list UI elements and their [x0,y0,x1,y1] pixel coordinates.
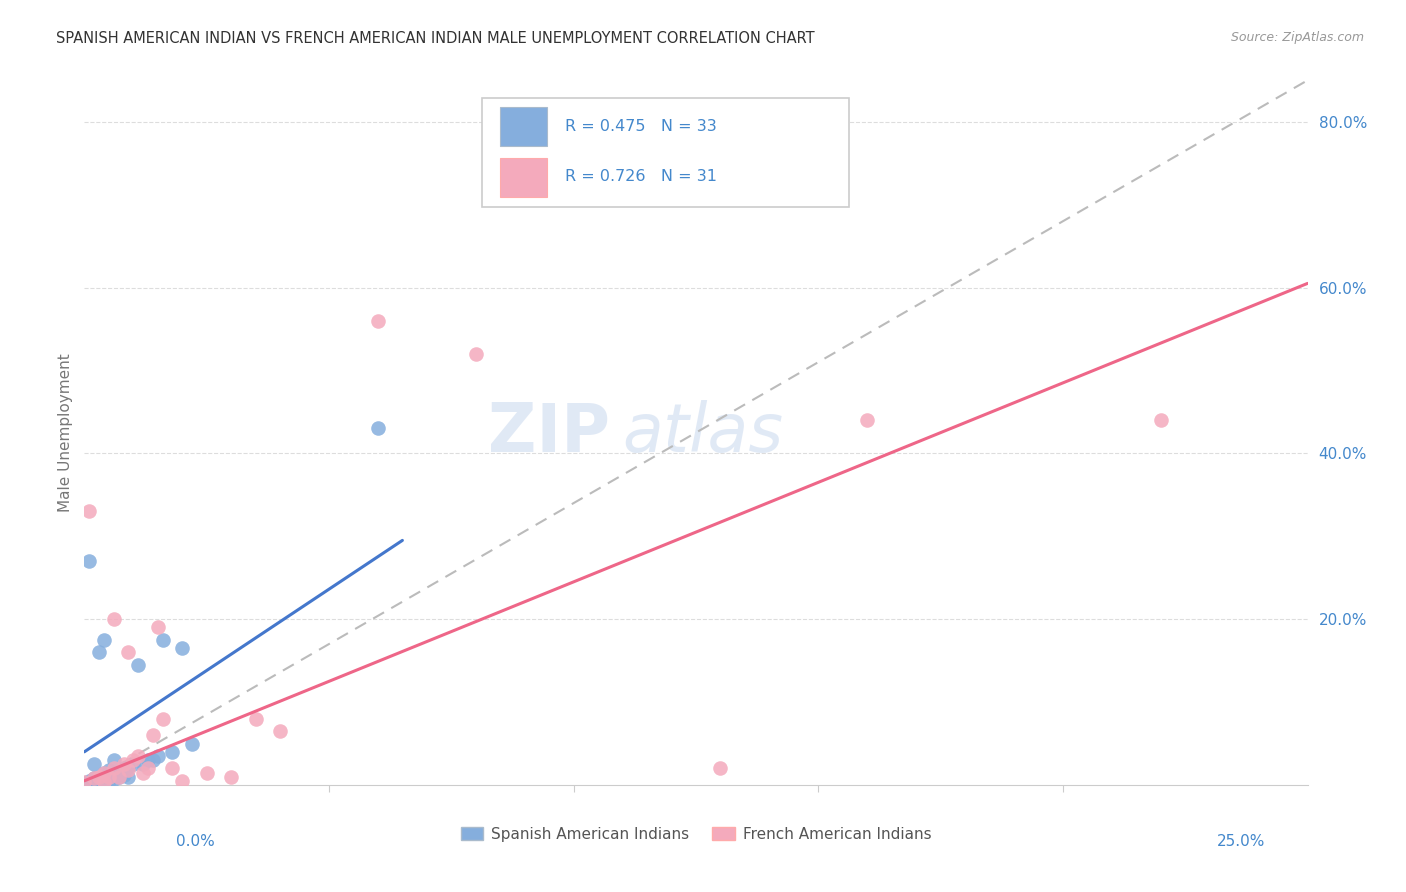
Point [152,632,174,647]
Point [245,712,267,726]
Point [127,748,149,763]
Point [132,765,155,780]
Point [107,770,129,784]
Point [103,772,125,786]
Point [464,347,486,361]
Point [77,504,100,518]
Point [162,761,184,775]
Point [269,724,291,739]
Point [93,765,115,780]
Point [77,554,100,568]
Point [77,773,100,788]
Text: atlas: atlas [623,400,783,466]
Point [117,760,139,774]
Point [83,757,105,772]
Text: R = 0.726   N = 31: R = 0.726 N = 31 [565,169,717,185]
Point [142,728,165,742]
FancyBboxPatch shape [501,158,547,196]
Text: 0.0%: 0.0% [176,834,215,849]
Point [93,765,115,780]
Point [856,413,879,427]
Text: ZIP: ZIP [488,400,610,466]
Point [367,314,389,328]
Point [117,645,139,659]
Y-axis label: Male Unemployment: Male Unemployment [58,353,73,512]
FancyBboxPatch shape [482,98,849,207]
Point [103,612,125,626]
Legend: Spanish American Indians, French American Indians: Spanish American Indians, French America… [454,821,938,847]
Point [152,712,174,726]
Point [181,737,204,751]
Text: 25.0%: 25.0% [1218,834,1265,849]
Point [219,770,242,784]
Point [97,763,120,777]
Point [195,765,218,780]
Point [107,765,129,780]
Point [93,770,115,784]
Point [367,421,389,435]
Point [142,753,165,767]
Point [73,775,96,789]
Text: Source: ZipAtlas.com: Source: ZipAtlas.com [1230,31,1364,45]
Point [1150,413,1173,427]
Text: R = 0.475   N = 33: R = 0.475 N = 33 [565,119,717,134]
Point [103,753,125,767]
Text: SPANISH AMERICAN INDIAN VS FRENCH AMERICAN INDIAN MALE UNEMPLOYMENT CORRELATION : SPANISH AMERICAN INDIAN VS FRENCH AMERIC… [56,31,815,46]
Point [122,757,145,772]
Point [87,775,110,789]
Point [127,657,149,672]
Point [97,770,120,784]
Point [122,753,145,767]
Point [146,748,169,763]
Point [103,761,125,775]
Point [136,753,159,767]
Point [83,772,105,786]
Point [97,773,120,788]
Point [73,776,96,790]
Point [77,776,100,790]
Point [112,761,135,775]
Point [117,763,139,777]
Point [93,775,115,789]
Point [132,757,155,772]
Point [136,761,159,775]
Point [117,770,139,784]
Point [112,768,135,782]
Point [87,773,110,788]
Point [146,620,169,634]
Point [107,770,129,784]
Point [87,645,110,659]
Point [172,773,194,788]
Point [112,757,135,772]
Point [709,761,731,775]
Point [83,772,105,786]
Point [162,745,184,759]
Point [87,770,110,784]
Point [172,641,194,656]
FancyBboxPatch shape [501,107,547,145]
Point [93,632,115,647]
